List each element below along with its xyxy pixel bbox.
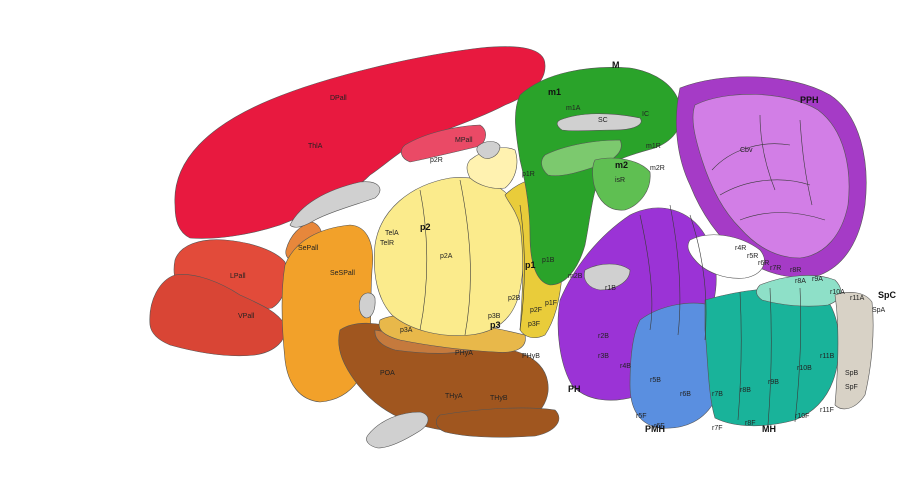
region-label: DPall	[330, 95, 347, 102]
pontine-region	[629, 302, 720, 429]
isthmus-ventricle	[583, 263, 631, 291]
label-mh: MH	[762, 424, 776, 434]
region-label: IC	[642, 111, 649, 118]
region-label: r6R	[758, 260, 769, 267]
region-label: r1B	[605, 285, 616, 292]
region-label: r7F	[712, 425, 723, 432]
region-label: m2B	[568, 273, 583, 280]
label-ph: PH	[568, 384, 581, 394]
region-label: m1A	[566, 105, 581, 112]
region-label: m2R	[650, 165, 665, 172]
region-label: r6B	[680, 391, 691, 398]
label-m: M	[612, 60, 620, 70]
region-label: PHyA	[455, 350, 473, 357]
region-label: SePall	[298, 245, 319, 252]
label-pph: PPH	[800, 95, 819, 105]
tuberal-lobe	[436, 407, 560, 438]
medulla-region	[704, 287, 840, 427]
dorsal-pallium-region	[174, 46, 546, 239]
region-label: isR	[615, 177, 625, 184]
cerebellum-arbor	[711, 114, 826, 221]
cerebellum-folia	[692, 94, 850, 259]
region-label: SpF	[845, 384, 858, 391]
region-label: r9B	[768, 379, 779, 386]
region-label: p3B	[488, 313, 501, 320]
region-label: LPall	[230, 273, 246, 280]
region-label: r4B	[620, 363, 631, 370]
p2-prosomere-region	[374, 177, 524, 336]
region-label: p3A	[400, 327, 413, 334]
pretectum-cap	[466, 147, 518, 189]
region-label: p1F	[545, 300, 557, 307]
region-label: THyA	[445, 393, 463, 400]
label-spc: SpC	[878, 290, 897, 300]
region-label: r3B	[598, 353, 609, 360]
region-label: r4R	[735, 245, 746, 252]
major-labels: M PPH m1 m2 p2 p1 p3 PH PMH MH SpC	[420, 60, 897, 434]
label-p1: p1	[525, 260, 536, 270]
ventricle-lateral	[289, 181, 381, 228]
medulla-alar-region	[756, 275, 842, 307]
region-label: r11F	[820, 407, 834, 414]
region-label: r8A	[795, 278, 806, 285]
region-label: SeSPall	[330, 270, 355, 277]
region-label: r11B	[820, 353, 835, 360]
region-label: THyB	[490, 395, 508, 402]
region-label: SpA	[872, 307, 886, 314]
segment-boundaries	[419, 179, 802, 426]
region-label: r2B	[598, 333, 609, 340]
label-p3: p3	[490, 320, 501, 330]
region-label: r6F	[654, 423, 665, 430]
region-label: r5F	[636, 413, 647, 420]
region-label: r5R	[747, 253, 758, 260]
cerebral-aqueduct	[556, 113, 642, 132]
habenula-ventricle	[476, 141, 501, 159]
label-m2: m2	[615, 160, 628, 170]
region-label: r8R	[790, 267, 801, 274]
ventricle-septal	[358, 292, 376, 319]
region-label: SpB	[845, 370, 859, 377]
region-label: Cbv	[740, 147, 753, 154]
region-label: m1R	[646, 143, 661, 150]
region-label: POA	[380, 370, 395, 377]
label-m1: m1	[548, 87, 561, 97]
region-label: r5B	[650, 377, 661, 384]
region-label: p2B	[508, 295, 521, 302]
region-label: r10A	[830, 289, 845, 296]
region-label: p1B	[542, 257, 555, 264]
region-label: r10F	[795, 413, 809, 420]
region-label: TelR	[380, 240, 394, 247]
m2-mesomere-region	[592, 157, 651, 211]
region-label: PHyB	[522, 353, 540, 360]
region-label: r10B	[797, 365, 812, 372]
region-label: p1R	[522, 171, 535, 178]
region-label: p2A	[440, 253, 453, 260]
region-labels: DPall MPall LPall VPall SePall SeSPall P…	[230, 95, 886, 432]
optic-tract	[366, 411, 429, 449]
spinal-cord-region	[834, 292, 874, 410]
region-label: p2F	[530, 307, 542, 314]
region-label: r11A	[850, 295, 865, 302]
region-label: r8B	[740, 387, 751, 394]
region-label: p3F	[528, 321, 540, 328]
fourth-ventricle	[687, 234, 765, 279]
region-label: TelA	[385, 230, 399, 237]
region-label: VPall	[238, 313, 255, 320]
label-p2: p2	[420, 222, 431, 232]
region-label: p2R	[430, 157, 443, 164]
region-label: ThlA	[308, 143, 323, 150]
region-label: r8F	[745, 420, 756, 427]
region-label: SC	[598, 117, 608, 124]
region-label: r9A	[812, 276, 823, 283]
region-label: r7R	[770, 265, 781, 272]
region-label: r7B	[712, 391, 723, 398]
region-label: MPall	[455, 137, 473, 144]
label-pmh: PMH	[645, 424, 665, 434]
